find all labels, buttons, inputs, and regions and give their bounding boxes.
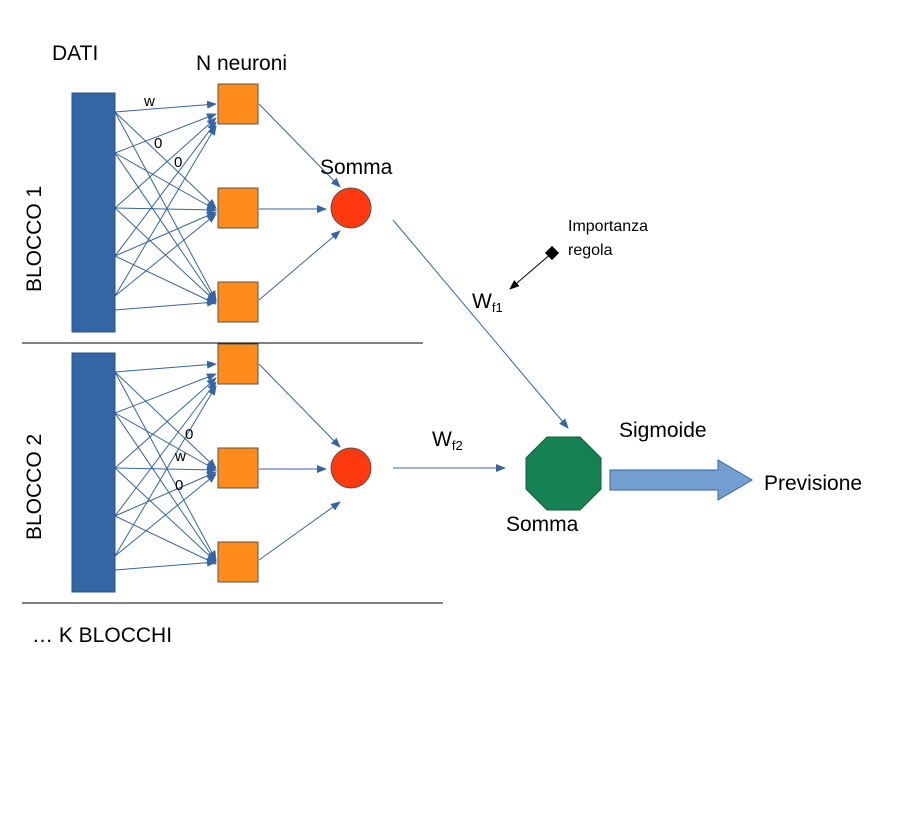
importance-pointer xyxy=(509,252,553,290)
wf1-connection xyxy=(392,219,569,429)
wf2-label: Wf2 xyxy=(432,428,463,453)
neuron xyxy=(217,343,259,385)
weight-label: 0 xyxy=(174,154,182,171)
weight-label: w xyxy=(143,93,155,110)
wf1-label: Wf1 xyxy=(472,290,503,315)
block2-connections xyxy=(114,360,341,571)
sum-node-block1 xyxy=(330,187,372,229)
neuron xyxy=(217,187,259,229)
weight-label: 0 xyxy=(185,426,193,443)
importance-label: Importanza xyxy=(568,218,648,235)
sum-label-top: Somma xyxy=(320,156,393,179)
final-sum-label: Somma xyxy=(506,513,579,536)
sigmoid-label: Sigmoide xyxy=(619,419,707,442)
weight-label: 0 xyxy=(154,135,162,152)
weight-label: w xyxy=(174,448,186,465)
neuron xyxy=(217,447,259,489)
importance-label-line2: regola xyxy=(568,242,613,259)
data-bar-block2 xyxy=(71,352,116,593)
sum-node-block2 xyxy=(330,447,372,489)
neuron xyxy=(217,541,259,583)
neuron xyxy=(217,83,259,125)
prediction-label: Previsione xyxy=(764,472,862,495)
block2-label: BLOCCO 2 xyxy=(23,434,46,540)
k-blocks-label: … K BLOCCHI xyxy=(32,624,172,647)
data-label: DATI xyxy=(52,42,98,65)
weight-label: 0 xyxy=(175,477,183,494)
importance-diamond-icon xyxy=(544,245,560,261)
block1-label: BLOCCO 1 xyxy=(23,186,46,292)
data-bar-block1 xyxy=(71,92,116,333)
output-arrow xyxy=(609,459,753,501)
neurons-label: N neuroni xyxy=(196,52,287,75)
final-sum-octagon xyxy=(525,436,602,511)
block1-connections xyxy=(114,100,341,311)
neuron xyxy=(217,281,259,323)
